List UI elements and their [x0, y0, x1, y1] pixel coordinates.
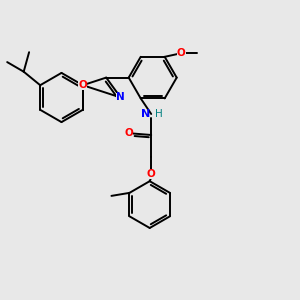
Text: O: O [177, 48, 186, 58]
Text: O: O [78, 80, 87, 90]
Text: H: H [155, 109, 163, 119]
Text: O: O [124, 128, 134, 139]
Text: N: N [141, 109, 150, 119]
Text: O: O [147, 169, 156, 179]
Text: N: N [116, 92, 125, 103]
